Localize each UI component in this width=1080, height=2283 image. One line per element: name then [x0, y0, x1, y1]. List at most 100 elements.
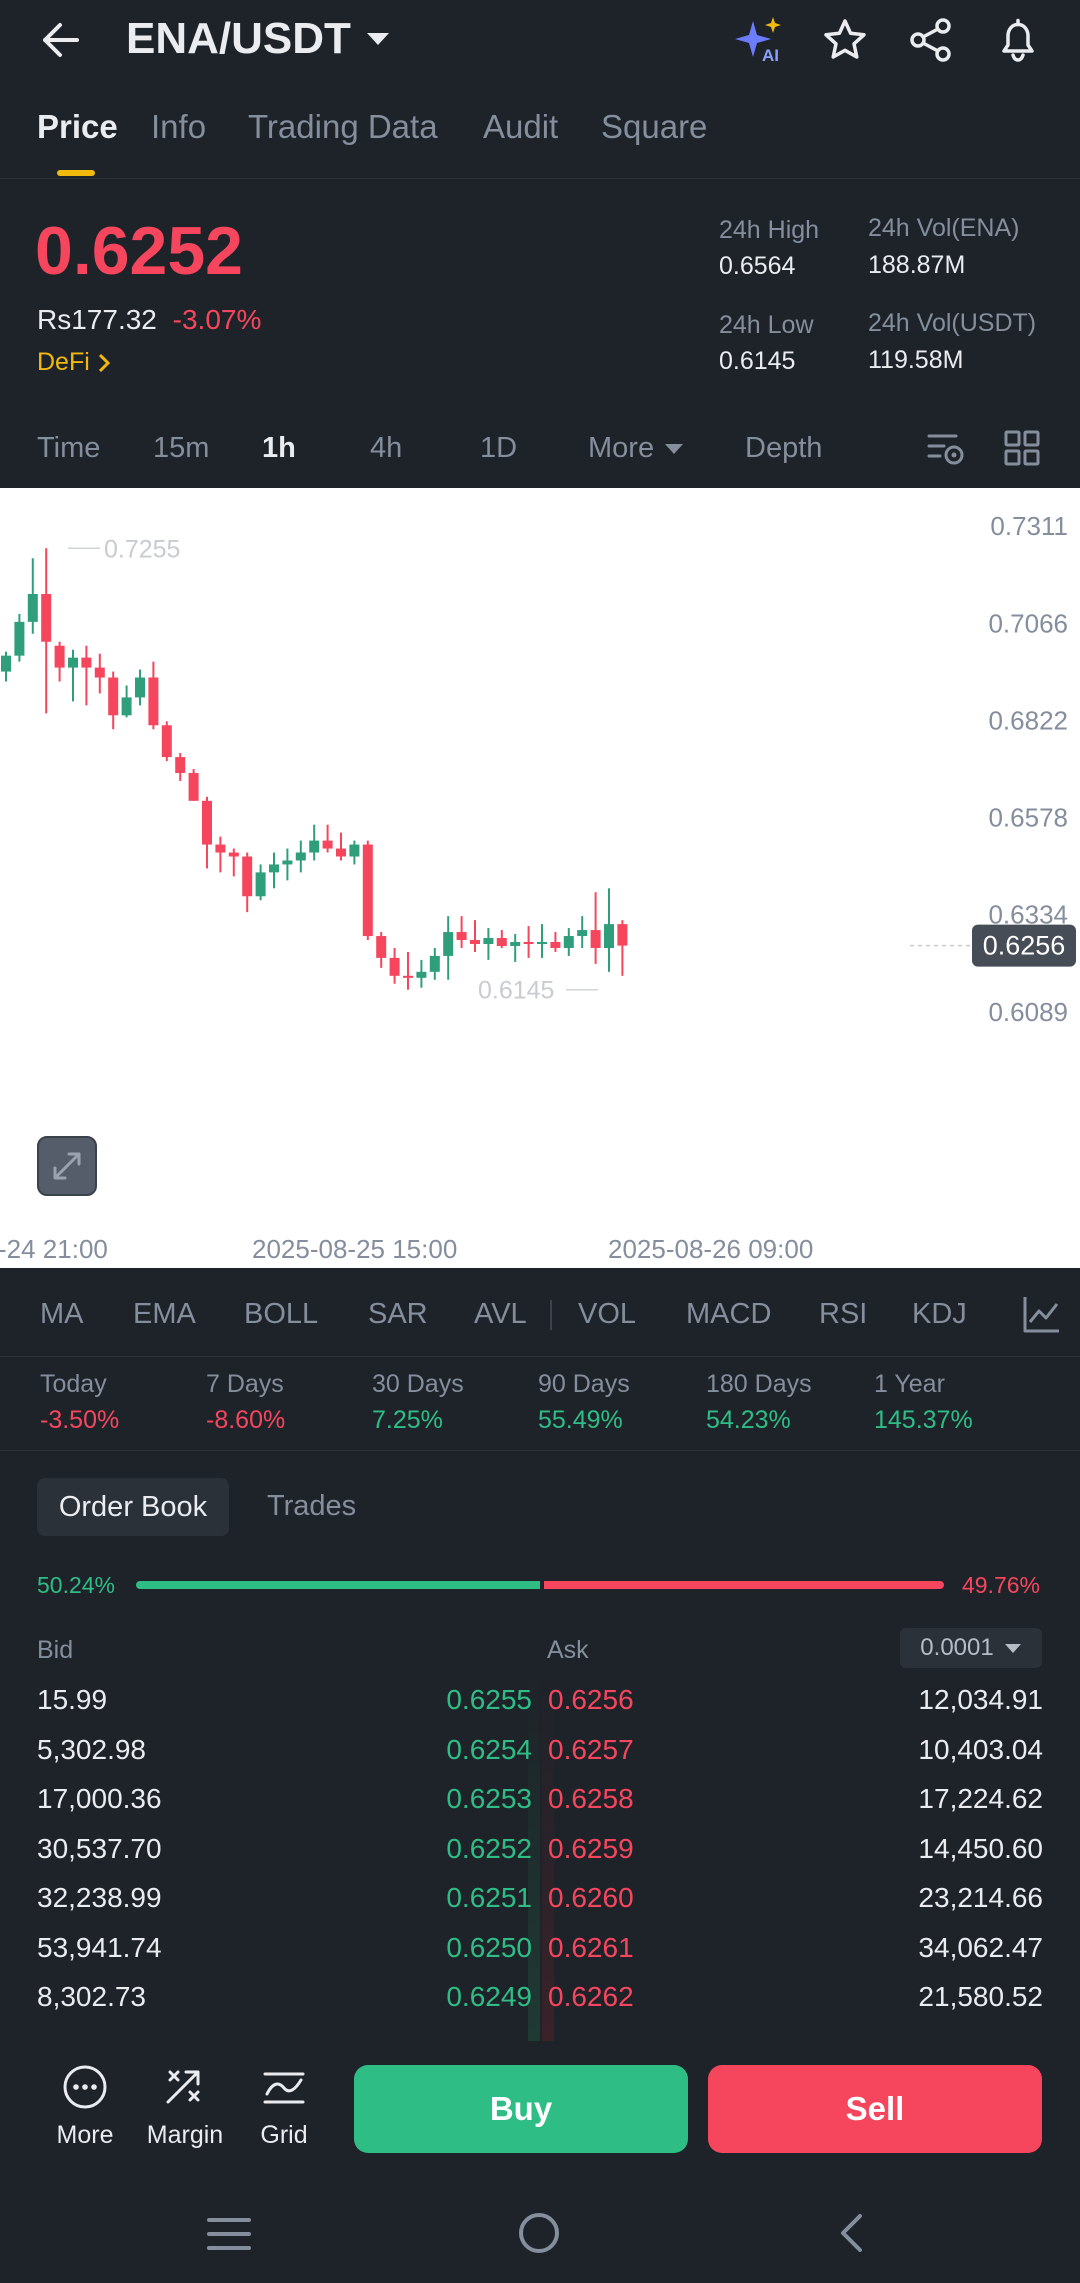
candle-body — [537, 942, 547, 945]
order-book-row[interactable]: 15.99 0.6255 0.6256 12,034.91 — [0, 1676, 1080, 1725]
grid-label: Grid — [260, 2121, 308, 2149]
margin-button[interactable]: Margin — [140, 2064, 230, 2150]
candle-body — [255, 872, 266, 897]
more-button[interactable]: More — [40, 2064, 130, 2150]
price-chart[interactable]: 0.7311 0.7066 0.6822 0.6578 0.6334 0.6089 -24 … — [0, 488, 1080, 1268]
tab-order-book[interactable]: Order Book — [37, 1478, 229, 1536]
candle-body — [295, 852, 306, 861]
indicator-vol[interactable]: VOL — [578, 1298, 636, 1331]
candle-body — [563, 936, 574, 948]
fiat-price: Rs177.32 — [37, 304, 157, 335]
ask-quantity: 23,214.66 — [918, 1882, 1043, 1913]
candlestick-chart[interactable]: 0.7311 0.7066 0.6822 0.6578 0.6334 0.6089 -24 … — [0, 488, 1080, 1268]
perf-30d-value: 7.25% — [372, 1406, 443, 1434]
top-bar: ENA/USDT AI — [0, 0, 1080, 80]
tab-square[interactable]: Square — [601, 108, 707, 146]
tab-audit[interactable]: Audit — [483, 108, 558, 146]
interval-1h[interactable]: 1h — [262, 432, 296, 465]
ratio-bar — [136, 1581, 944, 1589]
indicator-ema[interactable]: EMA — [133, 1298, 196, 1331]
layout-grid-icon[interactable] — [1004, 430, 1040, 471]
tab-trades[interactable]: Trades — [267, 1490, 356, 1523]
more-label: More — [56, 2121, 114, 2149]
tab-price[interactable]: Price — [37, 108, 118, 146]
interval-depth-label: Depth — [745, 432, 823, 464]
favorite-star-icon[interactable] — [817, 12, 873, 68]
system-nav-bar — [0, 2191, 1080, 2283]
order-book-row[interactable]: 8,302.73 0.6249 0.6262 21,580.52 — [0, 1973, 1080, 2022]
caret-down-icon — [665, 443, 684, 454]
indicator-ma[interactable]: MA — [40, 1298, 84, 1331]
sell-label: Sell — [845, 2090, 905, 2127]
high-value: 0.6564 — [719, 252, 796, 280]
recent-apps-icon[interactable] — [206, 2214, 252, 2259]
indicator-ema-label: EMA — [133, 1298, 196, 1330]
candle-body — [550, 942, 561, 948]
candle-body — [336, 848, 346, 857]
indicators-divider — [0, 1356, 1080, 1357]
indicator-ma-label: MA — [40, 1298, 84, 1330]
bid-header: Bid — [37, 1636, 74, 1664]
bell-icon[interactable] — [990, 12, 1046, 68]
tab-audit-label: Audit — [483, 108, 559, 145]
interval-1d[interactable]: 1D — [480, 432, 517, 465]
back-arrow-icon[interactable] — [32, 12, 88, 68]
price-sub-row: Rs177.32 -3.07% — [37, 304, 261, 336]
interval-time[interactable]: Time — [37, 432, 100, 465]
indicator-vol-label: VOL — [578, 1298, 637, 1330]
home-icon[interactable] — [516, 2210, 562, 2261]
nav-back-icon[interactable] — [834, 2212, 868, 2259]
interval-1h-label: 1h — [262, 432, 296, 464]
order-book-row[interactable]: 32,238.99 0.6251 0.6260 23,214.66 — [0, 1874, 1080, 1923]
low-marker-label: 0.6145 — [478, 977, 554, 1005]
candle-body — [470, 940, 480, 944]
candle-body — [215, 844, 226, 853]
perf-1y-value: 145.37% — [874, 1406, 973, 1434]
y-tick-label: 0.6822 — [988, 705, 1068, 735]
indicator-macd[interactable]: MACD — [686, 1298, 771, 1331]
interval-more[interactable]: More — [588, 432, 684, 465]
chart-settings-icon[interactable] — [926, 428, 966, 473]
candle-body — [14, 621, 25, 656]
precision-select[interactable]: 0.0001 — [900, 1628, 1042, 1668]
interval-4h[interactable]: 4h — [370, 432, 402, 465]
indicators-bar — [0, 1268, 1080, 1356]
last-price-tag-label: 0.6256 — [983, 931, 1066, 961]
indicator-boll-label: BOLL — [244, 1298, 319, 1330]
tab-trading-data[interactable]: Trading Data — [248, 108, 438, 146]
sector-tag[interactable]: DeFi — [37, 348, 112, 377]
buy-button[interactable]: Buy — [354, 2065, 688, 2153]
share-icon[interactable] — [903, 12, 959, 68]
tab-square-label: Square — [601, 108, 708, 145]
fullscreen-icon[interactable] — [37, 1136, 97, 1196]
indicator-kdj-label: KDJ — [912, 1298, 967, 1330]
order-book-row[interactable]: 53,941.74 0.6250 0.6261 34,062.47 — [0, 1924, 1080, 1973]
order-book-row[interactable]: 30,537.70 0.6252 0.6259 14,450.60 — [0, 1825, 1080, 1874]
tab-order-book-label: Order Book — [58, 1490, 208, 1523]
tab-info[interactable]: Info — [151, 108, 206, 146]
buy-label: Buy — [489, 2090, 553, 2127]
interval-depth[interactable]: Depth — [745, 432, 822, 465]
grid-button[interactable]: Grid — [239, 2064, 329, 2150]
pair-selector[interactable]: ENA/USDT — [126, 14, 391, 64]
interval-15m[interactable]: 15m — [153, 432, 209, 465]
chevron-right-icon — [98, 353, 110, 372]
candle-body — [161, 725, 172, 758]
indicator-sar[interactable]: SAR — [368, 1298, 428, 1331]
indicator-boll[interactable]: BOLL — [244, 1298, 318, 1331]
indicator-avl[interactable]: AVL — [474, 1298, 527, 1331]
sell-button[interactable]: Sell — [708, 2065, 1042, 2153]
ai-sparkle-icon[interactable]: AI — [732, 12, 788, 68]
candle-body — [523, 942, 534, 945]
candle-body — [41, 594, 52, 642]
ask-quantity: 14,450.60 — [918, 1832, 1043, 1864]
indicator-rsi[interactable]: RSI — [819, 1298, 867, 1331]
indicator-kdj[interactable]: KDJ — [912, 1298, 967, 1331]
price-change: -3.07% — [172, 304, 262, 335]
ask-price: 0.6262 — [548, 1981, 634, 2012]
indicator-settings-icon[interactable] — [1022, 1294, 1062, 1339]
order-book-row[interactable]: 5,302.98 0.6254 0.6257 10,403.04 — [0, 1726, 1080, 1775]
candle-body — [389, 957, 400, 976]
order-book-row[interactable]: 17,000.36 0.6253 0.6258 17,224.62 — [0, 1775, 1080, 1824]
y-tick-label: 0.7066 — [988, 608, 1068, 638]
